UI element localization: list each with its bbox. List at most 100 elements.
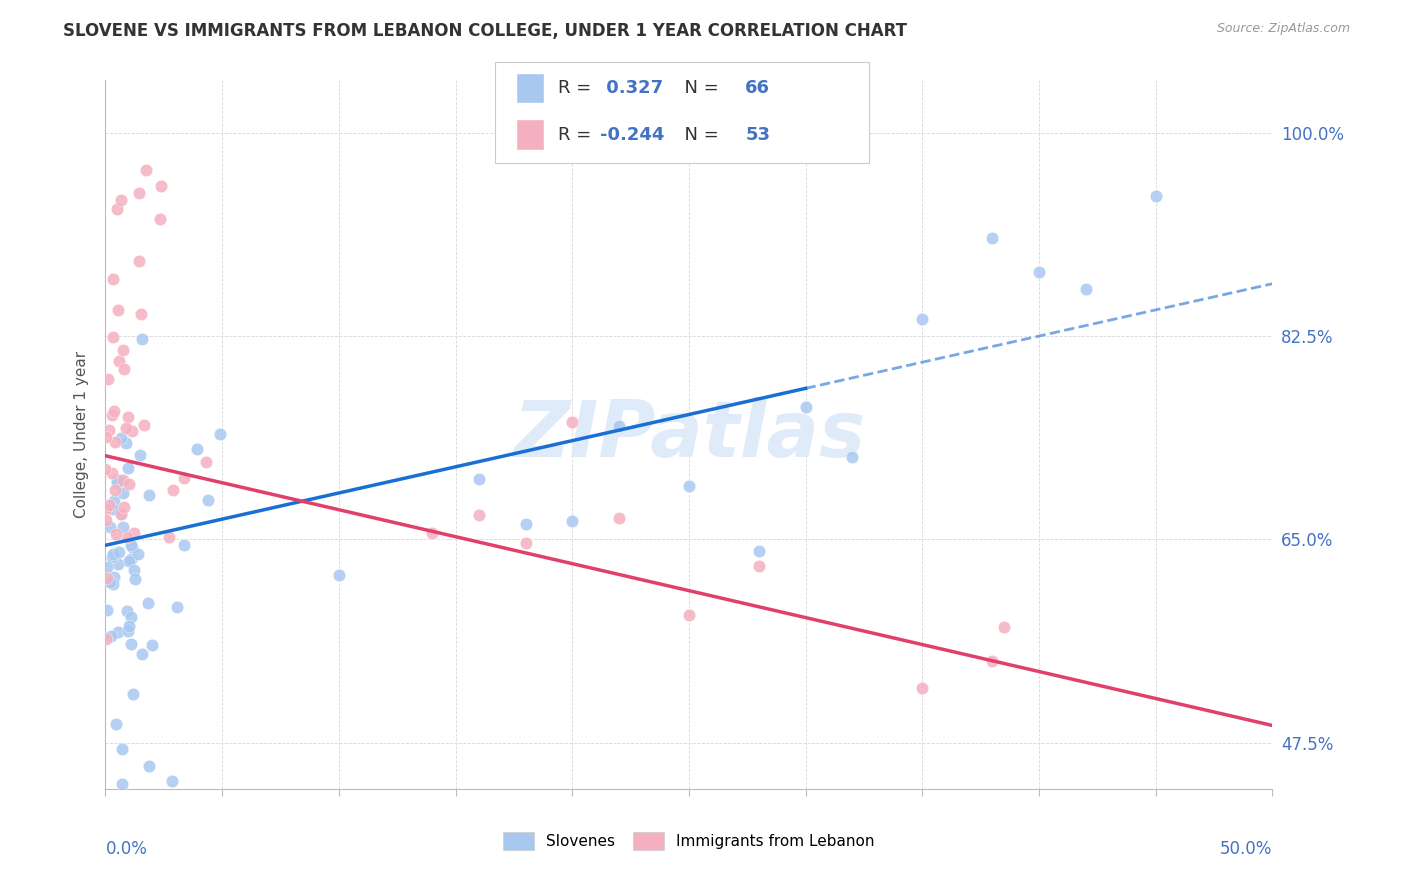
Point	[101, 467, 124, 481]
Point	[468, 472, 491, 486]
Point	[98, 520, 121, 534]
Point	[607, 419, 630, 434]
Point	[135, 162, 157, 177]
Point	[993, 620, 1015, 634]
Point	[111, 776, 134, 790]
Point	[112, 500, 135, 515]
Point	[131, 647, 153, 661]
Y-axis label: College, Under 1 year: College, Under 1 year	[75, 351, 90, 518]
Point	[111, 473, 134, 487]
Point	[468, 508, 491, 523]
Point	[101, 549, 124, 564]
Point	[103, 494, 125, 508]
Point	[1028, 265, 1050, 279]
Point	[420, 526, 443, 541]
Point	[160, 773, 183, 788]
Point	[328, 568, 350, 582]
Point	[748, 559, 770, 574]
Point	[112, 486, 135, 500]
Point	[117, 460, 139, 475]
Point	[561, 514, 583, 528]
Point	[138, 759, 160, 773]
Point	[911, 311, 934, 326]
Point	[94, 429, 117, 443]
Point	[100, 629, 122, 643]
Point	[107, 303, 129, 318]
Point	[108, 544, 131, 558]
Point	[678, 479, 700, 493]
Text: 66: 66	[745, 79, 770, 97]
Text: N =: N =	[673, 79, 725, 97]
Point	[197, 493, 219, 508]
Point	[138, 487, 160, 501]
Text: 53: 53	[745, 126, 770, 144]
Point	[115, 436, 138, 450]
Point	[122, 526, 145, 541]
Point	[121, 540, 143, 554]
Point	[104, 435, 127, 450]
Point	[118, 476, 141, 491]
Point	[120, 538, 142, 552]
Point	[124, 573, 146, 587]
Point	[112, 362, 135, 376]
Point	[110, 431, 132, 445]
Point	[103, 502, 125, 516]
Point	[131, 332, 153, 346]
Point	[157, 530, 180, 544]
Point	[132, 417, 155, 432]
Point	[162, 483, 184, 497]
Text: SLOVENE VS IMMIGRANTS FROM LEBANON COLLEGE, UNDER 1 YEAR CORRELATION CHART: SLOVENE VS IMMIGRANTS FROM LEBANON COLLE…	[63, 22, 907, 40]
Point	[105, 473, 128, 487]
Point	[98, 423, 121, 437]
Point	[841, 450, 863, 465]
Point	[101, 577, 124, 591]
Text: -0.244: -0.244	[600, 126, 665, 144]
Point	[96, 571, 118, 585]
Point	[209, 427, 232, 442]
Point	[748, 544, 770, 558]
Point	[173, 539, 195, 553]
Point	[112, 343, 135, 357]
Point	[794, 400, 817, 414]
Point	[515, 536, 537, 550]
Point	[117, 624, 139, 638]
Point	[122, 687, 145, 701]
Point	[117, 603, 139, 617]
Point	[166, 599, 188, 614]
Point	[149, 211, 172, 226]
Point	[122, 563, 145, 577]
Point	[121, 425, 143, 439]
Point	[97, 372, 120, 386]
Point	[103, 570, 125, 584]
Text: 0.0%: 0.0%	[105, 840, 148, 858]
Point	[128, 448, 150, 462]
Point	[111, 741, 134, 756]
Point	[127, 547, 149, 561]
Point	[129, 307, 152, 321]
Point	[101, 547, 124, 561]
Text: R =: R =	[558, 126, 598, 144]
Text: Source: ZipAtlas.com: Source: ZipAtlas.com	[1216, 22, 1350, 36]
Point	[107, 625, 129, 640]
Text: N =: N =	[673, 126, 725, 144]
Point	[194, 455, 217, 469]
Point	[118, 619, 141, 633]
Point	[96, 603, 118, 617]
Point	[94, 502, 117, 516]
Point	[118, 554, 141, 568]
Point	[149, 178, 172, 193]
Point	[136, 596, 159, 610]
Point	[120, 551, 142, 566]
Point	[607, 510, 630, 524]
Point	[1144, 188, 1167, 202]
Point	[104, 716, 127, 731]
Point	[96, 513, 118, 527]
Point	[515, 516, 537, 531]
Point	[128, 186, 150, 201]
Point	[98, 498, 121, 512]
Point	[98, 574, 121, 589]
Point	[112, 520, 135, 534]
Point	[100, 408, 122, 422]
Point	[110, 508, 132, 522]
Point	[120, 610, 142, 624]
